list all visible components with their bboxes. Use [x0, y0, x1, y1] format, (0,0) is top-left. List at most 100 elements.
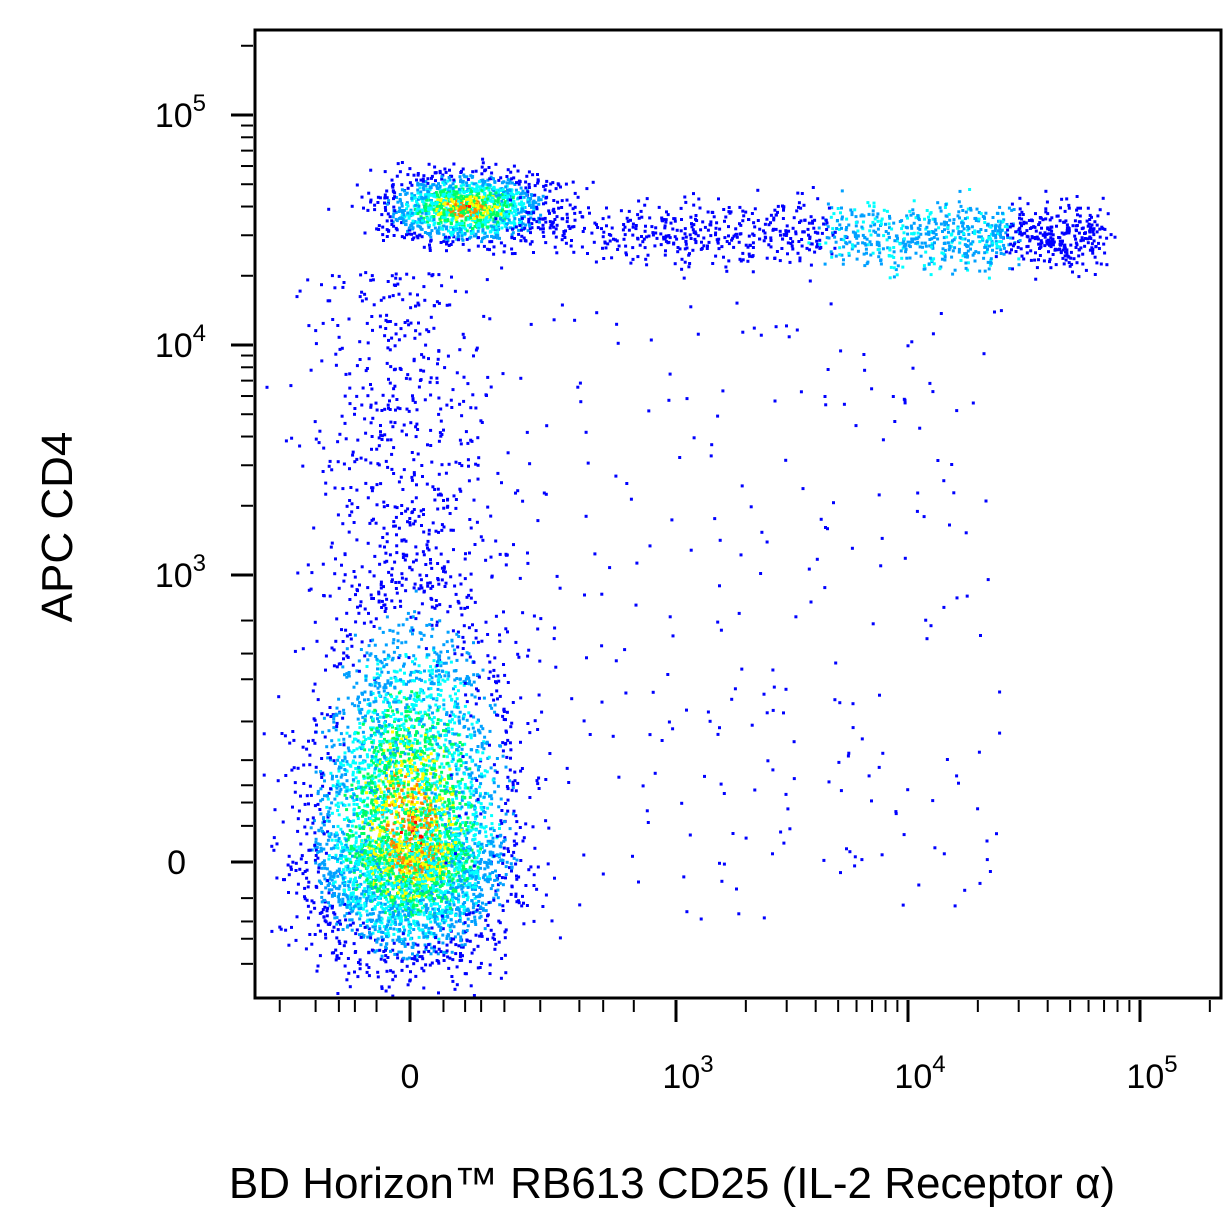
event-dot	[433, 911, 437, 915]
event-dot	[354, 862, 357, 865]
event-dot	[474, 702, 478, 706]
event-dot	[484, 861, 488, 864]
event-dot	[460, 653, 464, 657]
event-dot	[442, 566, 446, 570]
event-dot	[300, 854, 304, 858]
event-dot	[373, 684, 377, 688]
event-dot	[309, 587, 313, 591]
event-dot	[336, 846, 340, 850]
event-dot	[407, 814, 411, 818]
event-dot	[420, 966, 424, 970]
event-dot	[456, 818, 460, 822]
event-dot	[371, 839, 375, 843]
event-dot	[453, 987, 457, 991]
event-dot	[427, 822, 431, 826]
event-dot	[493, 947, 497, 951]
event-dot	[371, 717, 375, 721]
event-dot	[437, 991, 440, 995]
event-dot	[364, 839, 368, 843]
event-dot	[309, 826, 313, 830]
event-dot	[417, 834, 421, 838]
event-dot	[503, 930, 507, 934]
event-dot	[422, 950, 426, 954]
event-dot	[295, 891, 299, 895]
event-dot	[373, 808, 376, 812]
event-dot	[337, 892, 341, 896]
event-dot	[477, 831, 481, 835]
event-dot	[412, 919, 416, 923]
event-dot	[380, 826, 384, 830]
event-dot	[451, 877, 455, 881]
event-dot	[373, 924, 377, 928]
event-dot	[325, 794, 329, 798]
event-dot	[486, 937, 489, 941]
event-dot	[426, 813, 430, 817]
event-dot	[411, 765, 415, 769]
event-dot	[460, 798, 464, 802]
event-dot	[409, 903, 413, 907]
event-dot	[376, 750, 380, 754]
event-dot	[430, 718, 434, 721]
event-dot	[391, 737, 395, 741]
event-dot	[406, 680, 410, 684]
event-dot	[379, 829, 382, 833]
event-dot	[444, 581, 448, 585]
event-dot	[429, 693, 433, 697]
event-dot	[398, 668, 402, 672]
event-dot	[438, 603, 442, 607]
event-dot	[385, 799, 388, 803]
event-dot	[424, 879, 427, 883]
event-dot	[437, 907, 440, 911]
event-dot	[293, 649, 297, 653]
event-dot	[374, 850, 378, 854]
event-dot	[399, 754, 403, 758]
event-dot	[429, 665, 432, 669]
event-dot	[483, 878, 487, 882]
event-dot	[400, 576, 404, 580]
event-dot	[345, 675, 349, 679]
event-dot	[440, 823, 444, 827]
event-dot	[400, 800, 404, 804]
event-dot	[432, 899, 436, 903]
event-dot	[383, 911, 387, 915]
event-dot	[303, 886, 307, 890]
event-dot	[456, 878, 460, 882]
event-dot	[385, 802, 388, 806]
event-dot	[479, 858, 483, 861]
event-dot	[361, 889, 365, 893]
event-dot	[342, 818, 346, 821]
event-dot	[291, 730, 295, 733]
event-dot	[327, 882, 331, 885]
event-dot	[450, 911, 454, 915]
event-dot	[450, 710, 454, 714]
event-dot	[465, 877, 469, 881]
event-dot	[397, 874, 401, 878]
event-dot	[396, 780, 400, 784]
event-dot	[428, 623, 432, 627]
event-dot	[375, 919, 379, 923]
event-dot	[392, 638, 396, 642]
event-dot	[443, 784, 447, 788]
event-dot	[479, 759, 483, 763]
event-dot	[397, 832, 400, 836]
event-dot	[354, 761, 358, 765]
event-dot	[422, 843, 426, 847]
event-dot	[424, 763, 428, 767]
event-dot	[393, 792, 397, 796]
event-dot	[457, 883, 461, 887]
event-dot	[451, 889, 455, 893]
event-dot	[428, 812, 432, 815]
event-dot	[299, 794, 302, 798]
event-dot	[505, 755, 509, 759]
event-dot	[338, 840, 342, 844]
event-dot	[411, 852, 415, 856]
event-dot	[472, 715, 476, 719]
event-dot	[442, 778, 446, 781]
event-dot	[361, 786, 365, 790]
event-dot	[446, 955, 450, 959]
event-dot	[365, 970, 369, 974]
event-dot	[390, 739, 394, 743]
event-dot	[362, 774, 366, 778]
event-dot	[402, 824, 406, 828]
event-dot	[407, 743, 410, 747]
